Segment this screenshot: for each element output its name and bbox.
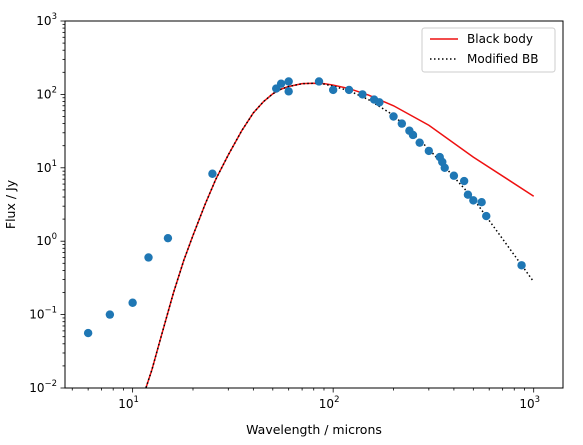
data-point [163,233,173,243]
data-point [128,298,137,307]
x-tick-label: 101 [118,395,139,411]
series-line-black-body [145,82,535,388]
data-point [477,197,486,207]
data-point [389,112,398,121]
data-point [375,98,384,107]
data-point [284,87,293,96]
data-point [459,176,469,186]
data-point [424,146,434,156]
x-tick-label: 102 [319,395,340,411]
series-lines [145,82,535,388]
data-point [449,171,459,180]
legend-label: Black body [467,32,533,46]
data-point [276,79,286,88]
data-point [408,130,418,140]
data-point [144,253,153,262]
data-point [440,163,449,172]
data-point [415,138,424,147]
data-point [358,90,367,99]
x-tick-label: 103 [519,395,540,411]
data-point [463,190,473,199]
data-point [517,261,526,270]
legend-label: Modified BB [467,52,538,66]
y-axis-label: Flux / Jy [3,179,18,229]
y-tick-label: 102 [36,85,57,101]
legend: Black body Modified BB [421,27,556,73]
x-axis-label: Wavelength / microns [246,422,382,437]
data-point [83,328,93,338]
series-points [83,77,526,338]
y-tick-label: 100 [36,232,57,248]
y-tick-label: 101 [36,159,57,175]
data-point [469,196,478,205]
y-tick-label: 10−2 [29,379,57,395]
data-point [397,119,407,128]
axes: 101 102 103 10−2 10−1 100 101 102 103 [29,12,540,411]
data-point [208,169,217,178]
data-point [482,211,491,221]
plot-area [83,77,535,388]
series-line-modified-bb [145,82,535,388]
y-tick-label: 10−1 [29,306,57,322]
data-point [105,310,115,319]
plot-frame [64,20,564,389]
data-point [344,85,354,95]
data-point [328,85,338,95]
data-point [284,77,293,86]
y-tick-label: 103 [36,12,57,28]
data-point [314,77,324,86]
